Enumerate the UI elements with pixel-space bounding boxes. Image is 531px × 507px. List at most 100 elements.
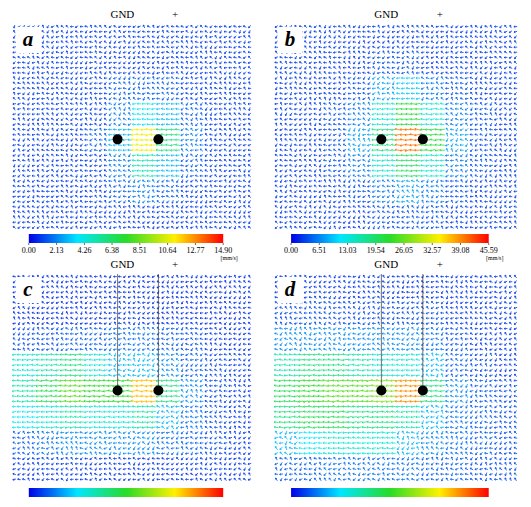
velocity-cell [372,205,395,229]
panel-letter: a [23,27,34,51]
velocity-cell [205,77,227,100]
velocity-cell [470,327,493,351]
velocity-cell [229,25,251,48]
velocity-cell [397,180,420,204]
colorbar-tick [112,243,113,245]
vector-field [13,25,251,229]
colorbar-label: 26.05 [395,246,413,255]
velocity-cell [60,354,84,377]
velocity-cell [495,327,517,351]
velocity-cell [470,102,493,126]
velocity-cell [494,51,517,74]
velocity-cell [85,51,107,75]
velocity-cell [13,154,35,177]
velocity-cell [396,354,420,377]
colorbar-tick [375,243,376,245]
velocity-cell [446,275,469,299]
velocity-cell [229,457,251,481]
colorbar-tick [347,243,348,245]
velocity-cell [397,327,420,351]
colorbar-tick [84,243,85,245]
velocity-cell [470,205,493,229]
velocity-cell [61,180,83,204]
velocity-cell [494,275,516,299]
velocity-cell [323,380,348,403]
velocity-cell [109,205,131,229]
panel: GND+b0.006.5113.0319.5426.0532.5739.0845… [275,8,517,262]
velocity-cell [205,327,227,351]
velocity-cell [37,77,59,101]
velocity-cell [157,275,179,299]
velocity-cell [61,77,83,100]
panel: GND+c [12,258,251,497]
velocity-cell [397,301,420,325]
velocity-cell [300,327,322,351]
colorbar [291,488,489,497]
velocity-cell [470,128,493,152]
velocity-cell [470,301,492,325]
velocity-cell [348,301,371,325]
velocity-cell [109,129,132,152]
velocity-cell [229,275,251,299]
velocity-cell [395,128,421,151]
electrode-label: GND [374,258,398,270]
velocity-cell [205,457,227,481]
electrode-label: GND [374,8,398,20]
velocity-cell [299,77,322,101]
letter-patch [278,277,302,303]
velocity-cell [421,301,444,324]
velocity-cell [132,406,156,429]
velocity-cell [397,275,420,299]
velocity-cell [13,301,35,325]
velocity-cell [13,327,36,351]
velocity-cell [205,353,227,377]
velocity-cell [157,77,180,100]
velocity-cell [324,25,347,49]
velocity-cell [470,25,493,49]
velocity-cell [275,102,298,126]
velocity-cell [396,406,420,429]
colorbar-label: 14.90 [214,246,232,255]
velocity-cell [229,353,251,377]
velocity-cell [37,327,59,351]
velocity-cell [348,102,371,126]
velocity-cell [275,129,297,152]
velocity-cell [299,25,322,48]
velocity-cell [85,275,107,299]
velocity-cell [229,205,251,229]
velocity-cell [324,457,347,481]
velocity-cell [60,406,84,429]
velocity-cell [37,103,59,126]
velocity-cell [131,128,156,151]
figure: GND+a0.002.134.266.388.5110.6412.7714.90… [0,0,531,507]
wire [422,274,423,390]
velocity-cell [275,327,298,351]
velocity-cell [348,128,371,152]
velocity-cell [84,354,107,377]
velocity-cell [205,275,227,299]
electrode [153,134,163,144]
velocity-cell [181,51,203,74]
velocity-cell [133,327,156,351]
velocity-cell [446,457,469,481]
velocity-cell [109,26,131,49]
velocity-cell [347,380,372,403]
velocity-cell [349,180,371,204]
electrode [418,134,428,144]
velocity-cell [37,51,59,75]
vector-field [274,275,517,481]
velocity-cell [205,431,228,455]
velocity-cell [157,353,180,377]
velocity-cell [421,353,444,377]
velocity-cell [275,205,297,229]
velocity-cell [12,406,35,429]
wire [381,274,382,390]
velocity-cell [109,327,132,351]
colorbar-tick [223,243,224,245]
velocity-cell [299,457,322,481]
velocity-cell [494,379,517,403]
velocity-cell [37,25,59,49]
velocity-cell [446,205,469,229]
velocity-cell [109,154,132,178]
velocity-cell [181,128,204,152]
